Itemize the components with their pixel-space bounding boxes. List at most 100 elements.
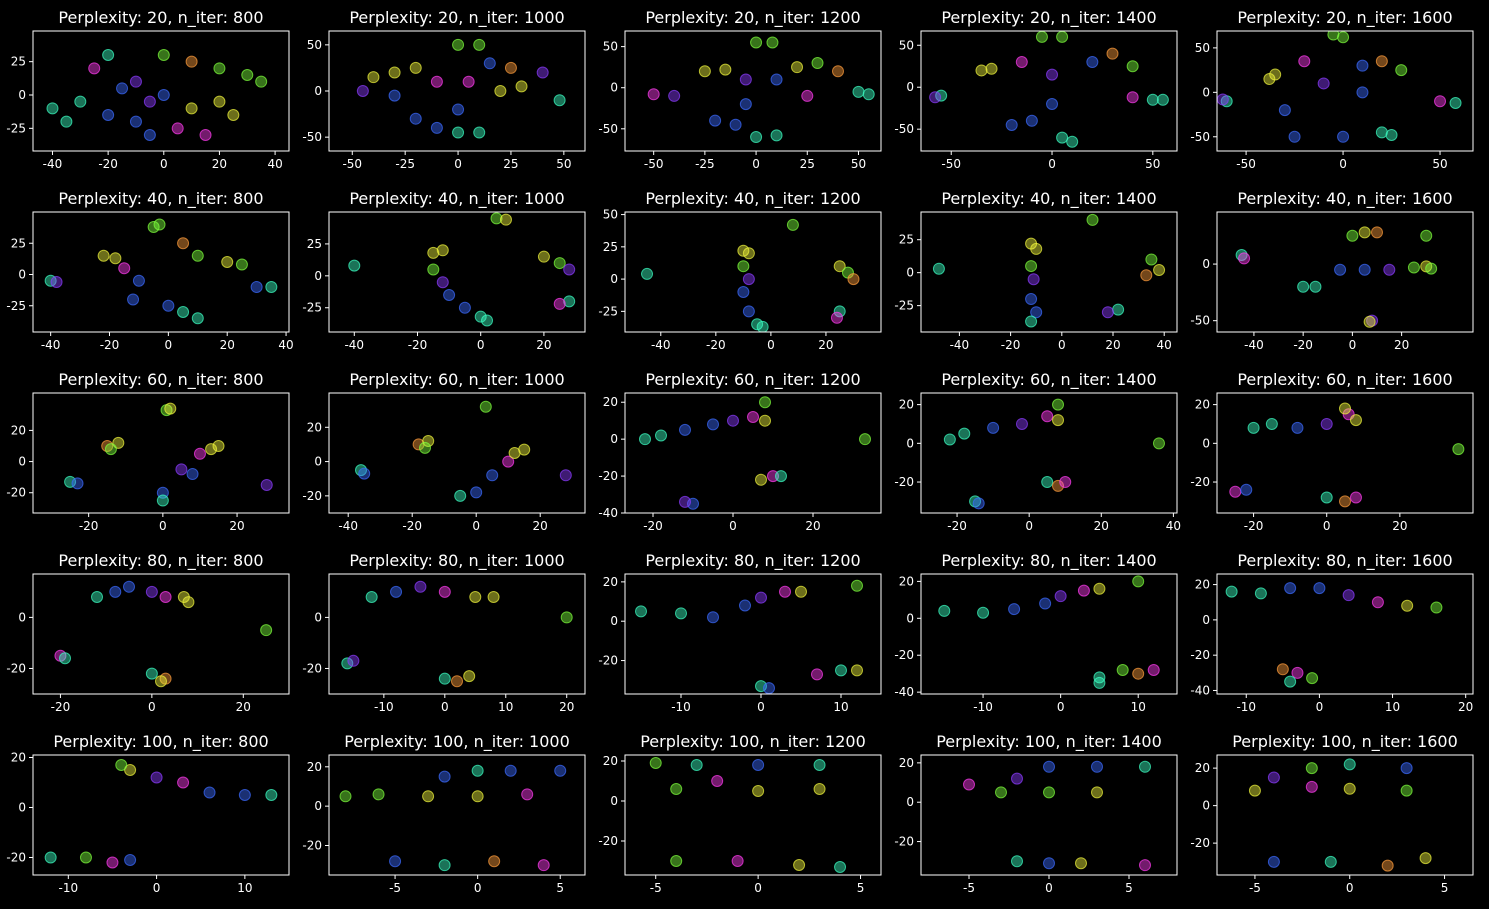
point: [737, 286, 750, 298]
point: [153, 218, 166, 231]
point: [64, 475, 77, 488]
points: [639, 396, 871, 510]
point: [943, 433, 956, 446]
point: [104, 443, 117, 456]
point: [365, 590, 378, 603]
point: [143, 95, 156, 108]
point: [71, 477, 84, 490]
subplot: Perplexity: 80, n_iter: 800 -20 0 20 -20 0: [6, 551, 290, 714]
point: [486, 469, 499, 482]
point: [390, 585, 403, 598]
point: [1132, 575, 1145, 588]
x-tick-label: 20: [1094, 519, 1109, 533]
point: [241, 69, 254, 81]
plot-area: [33, 31, 289, 151]
point: [1400, 762, 1413, 775]
point: [1358, 226, 1371, 239]
point: [1452, 443, 1465, 456]
point: [739, 73, 752, 86]
point: [670, 783, 683, 795]
point: [123, 580, 135, 593]
point: [1263, 73, 1276, 85]
x-tick-label: 10: [833, 700, 848, 714]
x-tick-label: -40: [41, 338, 61, 352]
point: [124, 854, 137, 866]
y-tick-label: 0: [314, 610, 322, 624]
subplot-title: Perplexity: 100, n_iter: 800: [53, 732, 268, 752]
point: [341, 657, 354, 670]
point: [1015, 56, 1028, 69]
point: [88, 62, 101, 75]
point: [1305, 780, 1318, 793]
y-tick-label: 20: [603, 754, 618, 768]
point: [679, 495, 691, 508]
y-tick-label: 0: [314, 269, 322, 283]
point: [504, 61, 517, 74]
x-tick-label: 25: [503, 157, 518, 171]
point: [1247, 421, 1260, 434]
y-tick-label: 25: [603, 240, 618, 254]
points: [635, 579, 863, 694]
point: [1375, 55, 1388, 68]
points: [341, 580, 573, 688]
point: [388, 66, 401, 79]
point: [186, 468, 199, 481]
point: [755, 591, 767, 604]
x-tick-label: 0: [160, 157, 168, 171]
points: [355, 400, 572, 502]
point: [972, 497, 985, 510]
subplot: Perplexity: 40, n_iter: 1200 -40 -20 0 20 -25…: [598, 189, 882, 352]
point: [1140, 269, 1153, 282]
points: [44, 759, 278, 869]
point: [635, 605, 647, 618]
subplot-title: Perplexity: 60, n_iter: 800: [58, 370, 263, 390]
point: [1291, 666, 1304, 679]
point: [709, 114, 722, 127]
point: [452, 103, 465, 116]
points: [943, 398, 1165, 510]
x-tick-label: 5: [1125, 881, 1133, 895]
point: [102, 109, 115, 121]
point: [1041, 410, 1054, 423]
point: [719, 63, 732, 76]
point: [185, 102, 198, 115]
x-tick-label: -20: [1293, 338, 1313, 352]
point: [1267, 771, 1280, 784]
point: [388, 89, 401, 102]
point: [1339, 402, 1351, 415]
point: [1346, 229, 1359, 242]
y-tick-label: -20: [302, 661, 322, 675]
y-tick-label: -20: [6, 661, 26, 675]
x-tick-label: -50: [342, 157, 362, 171]
point: [775, 470, 787, 483]
subplot-title: Perplexity: 80, n_iter: 1000: [349, 551, 564, 571]
subplot-title: Perplexity: 20, n_iter: 1000: [349, 8, 564, 28]
x-tick-label: -10: [374, 700, 394, 714]
point: [265, 281, 278, 293]
point: [463, 670, 476, 683]
point: [409, 61, 422, 74]
y-tick-label: -25: [6, 299, 26, 313]
point: [127, 293, 140, 306]
point: [690, 759, 703, 771]
points: [1248, 758, 1432, 872]
point: [831, 65, 844, 78]
x-tick-label: 0: [1025, 519, 1033, 533]
point: [502, 455, 515, 468]
axes-frame: [624, 392, 882, 514]
point: [260, 624, 273, 637]
subplot: Perplexity: 60, n_iter: 1200 -20 0 20 -40 -20…: [598, 370, 882, 533]
point: [560, 611, 573, 624]
point: [1077, 584, 1090, 597]
subplot: Perplexity: 20, n_iter: 800 -40 -20 0 20 40 -2…: [6, 8, 290, 171]
point: [1342, 589, 1355, 602]
point: [1248, 784, 1261, 797]
point: [752, 785, 765, 797]
x-tick-label: -20: [402, 519, 422, 533]
x-tick-label: 20: [236, 700, 251, 714]
subplot: Perplexity: 100, n_iter: 1400 -5 0 5 -20 0 20: [894, 732, 1178, 895]
point: [1146, 93, 1159, 106]
point: [1052, 398, 1065, 411]
point: [356, 85, 369, 97]
